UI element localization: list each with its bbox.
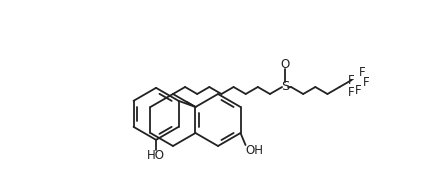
Text: F: F bbox=[362, 75, 369, 89]
Text: OH: OH bbox=[246, 144, 263, 157]
Text: F: F bbox=[355, 84, 361, 96]
Text: S: S bbox=[281, 80, 289, 93]
Text: F: F bbox=[348, 86, 355, 100]
Text: F: F bbox=[348, 74, 355, 87]
Text: F: F bbox=[358, 65, 365, 79]
Text: HO: HO bbox=[147, 149, 165, 162]
Text: O: O bbox=[280, 58, 290, 70]
